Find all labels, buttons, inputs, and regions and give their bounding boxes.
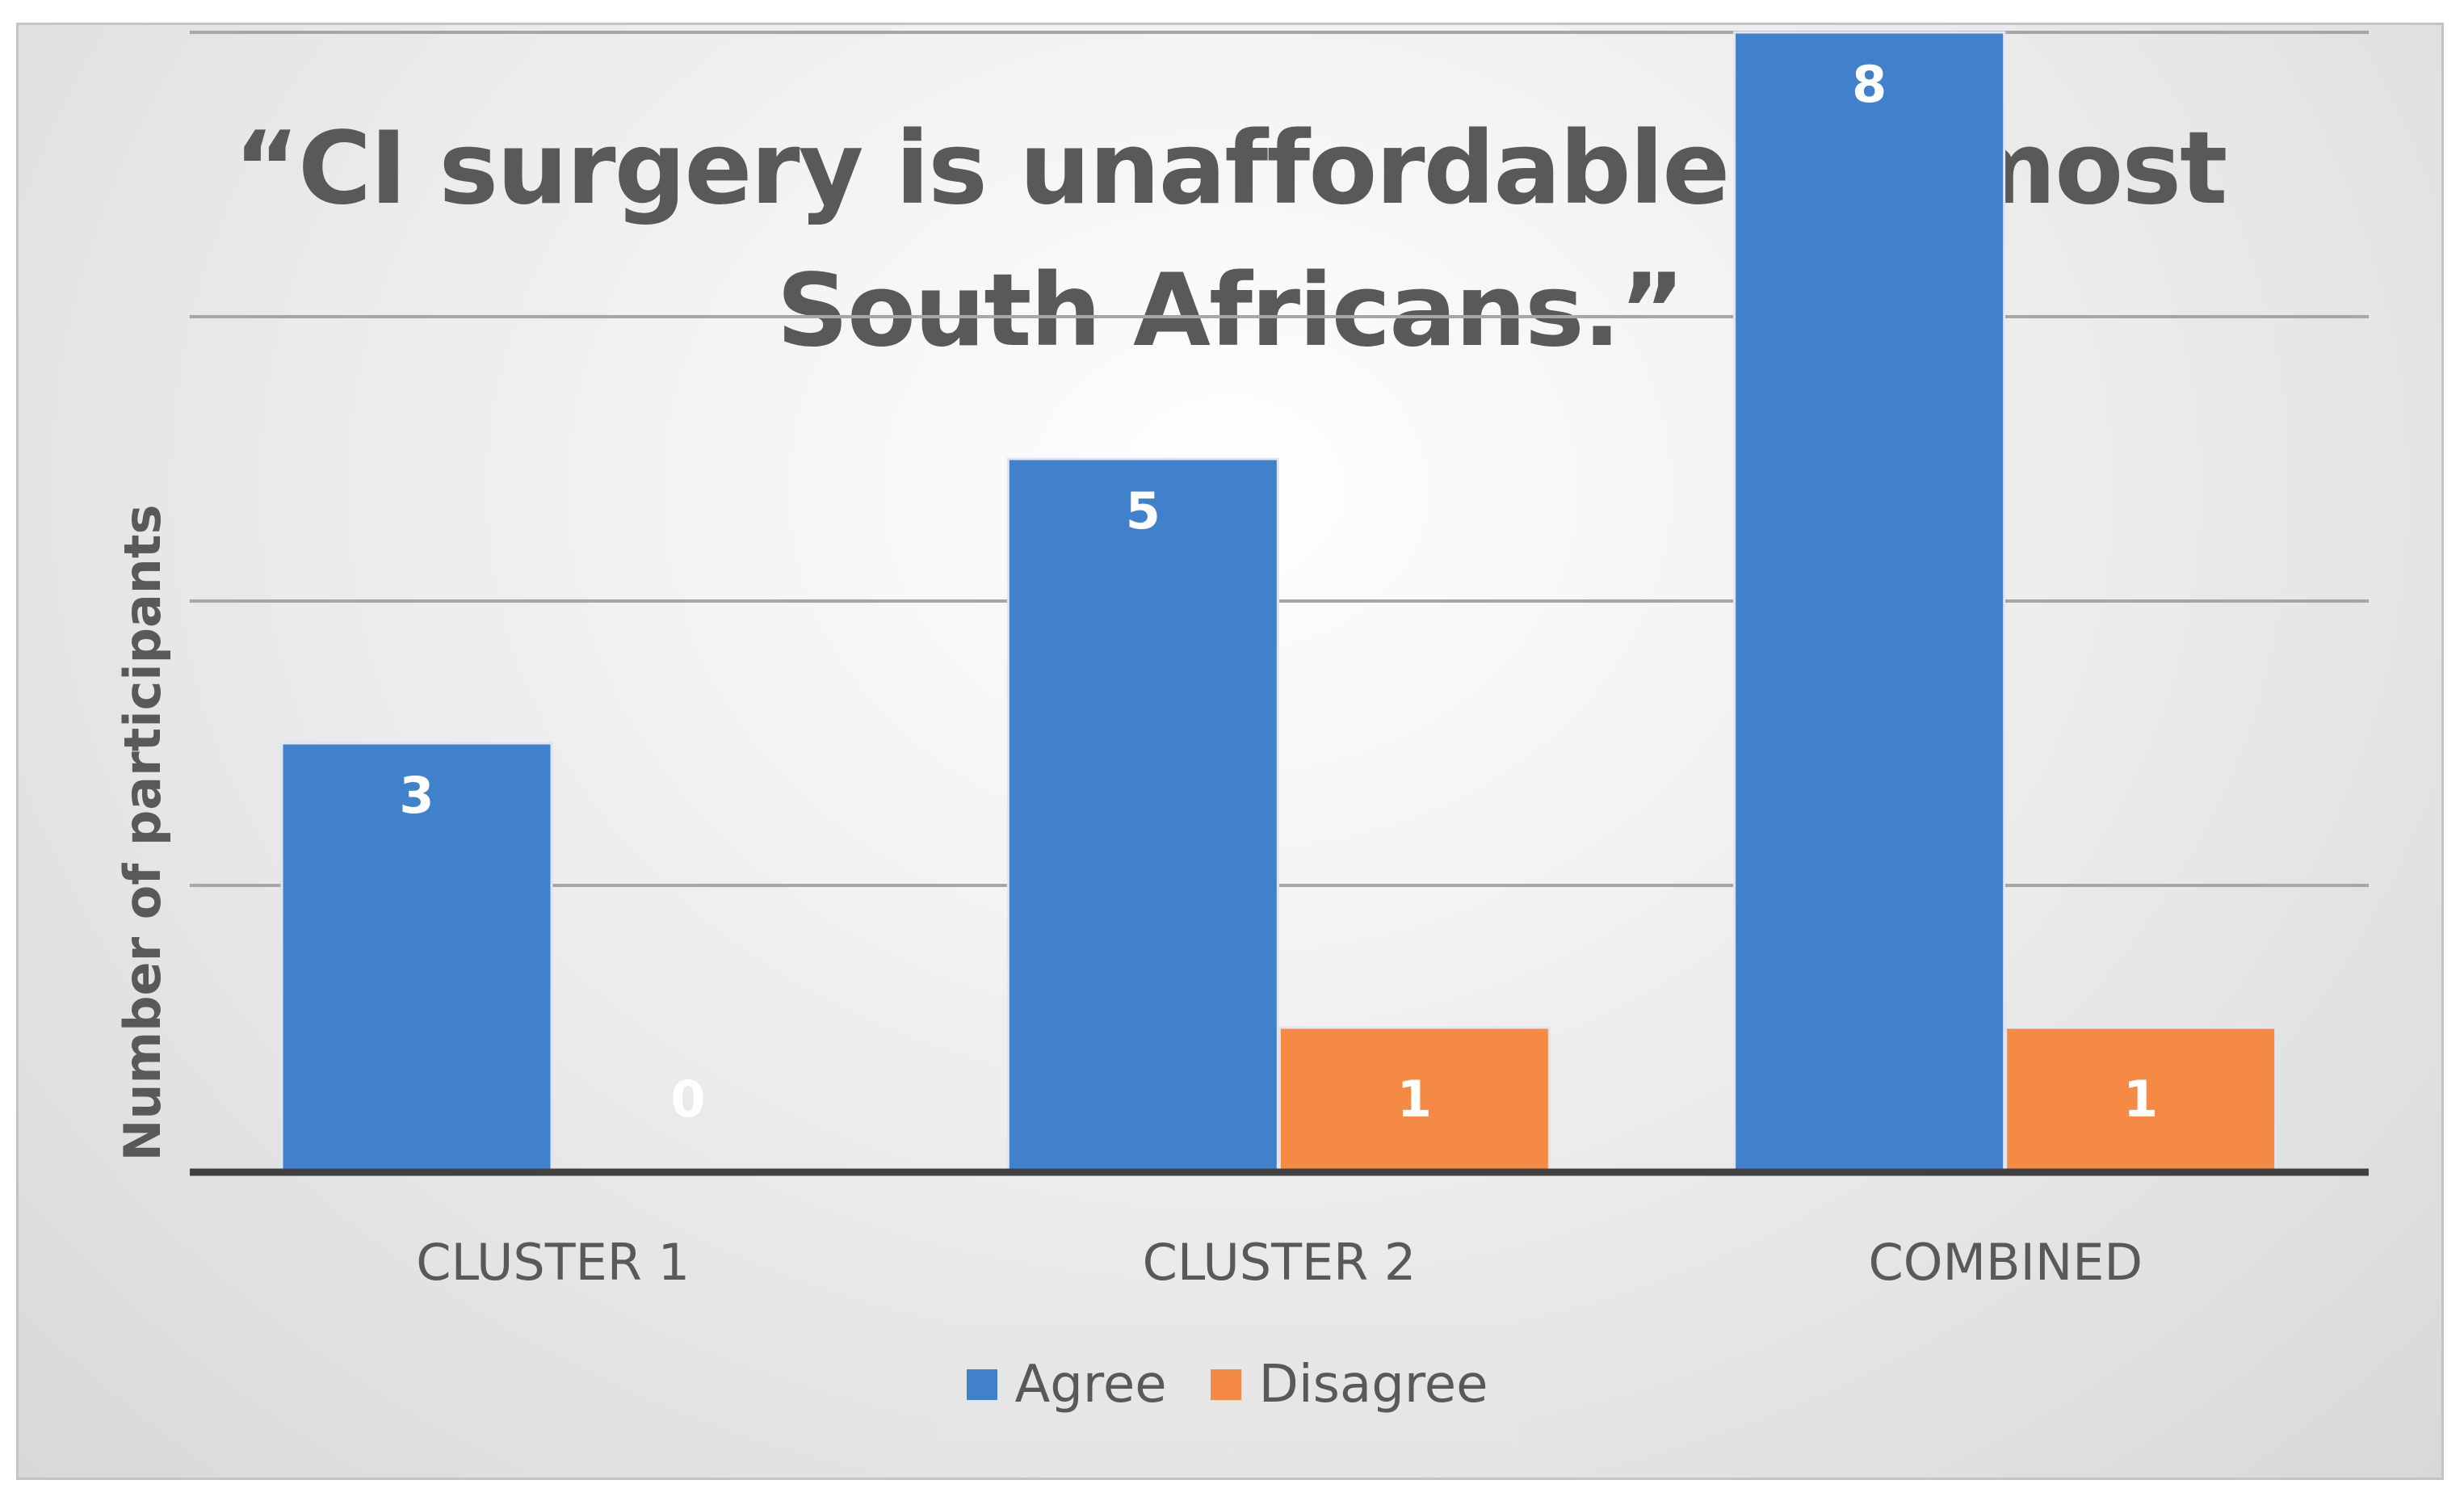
legend-swatch-agree (966, 1369, 997, 1400)
x-tick-label-2: CLUSTER 2 (1143, 1233, 1417, 1292)
data-label-agree-2: 5 (1126, 481, 1161, 540)
bar-agree-2 (1006, 457, 1279, 1171)
data-label-disagree-1: 0 (670, 1070, 705, 1129)
x-tick-label-1: CLUSTER 1 (416, 1233, 690, 1292)
chart-title-line-2: South Africans.” (776, 253, 1685, 369)
data-label-disagree-2: 1 (1397, 1070, 1432, 1129)
chart-frame: “CI surgery is unaffordable for most Sou… (16, 23, 2444, 1480)
legend-swatch-disagree (1210, 1369, 1241, 1400)
grid-layer (190, 31, 2369, 887)
plot-area: Number of participants 3 0 CLUSTER 1 5 1 CLUS… (113, 31, 2369, 1292)
legend-item-disagree: Disagree (1210, 1355, 1488, 1415)
bar-agree-3 (1733, 31, 2006, 1171)
bar-disagree-3 (2004, 1026, 2277, 1171)
legend: Agree Disagree (937, 1327, 1517, 1442)
legend-item-agree: Agree (966, 1355, 1167, 1415)
label-layer: 3 0 CLUSTER 1 5 1 CLUSTER 2 8 1 COMBINED (399, 55, 2158, 1292)
data-label-disagree-3: 1 (2123, 1070, 2158, 1129)
y-axis-label: Number of participants (113, 505, 172, 1162)
data-label-agree-3: 8 (1852, 55, 1887, 114)
legend-label-agree: Agree (1014, 1355, 1167, 1415)
legend-label-disagree: Disagree (1258, 1355, 1488, 1415)
data-label-agree-1: 3 (399, 766, 434, 825)
bar-agree-1 (280, 742, 553, 1171)
x-tick-label-3: COMBINED (1868, 1233, 2143, 1292)
